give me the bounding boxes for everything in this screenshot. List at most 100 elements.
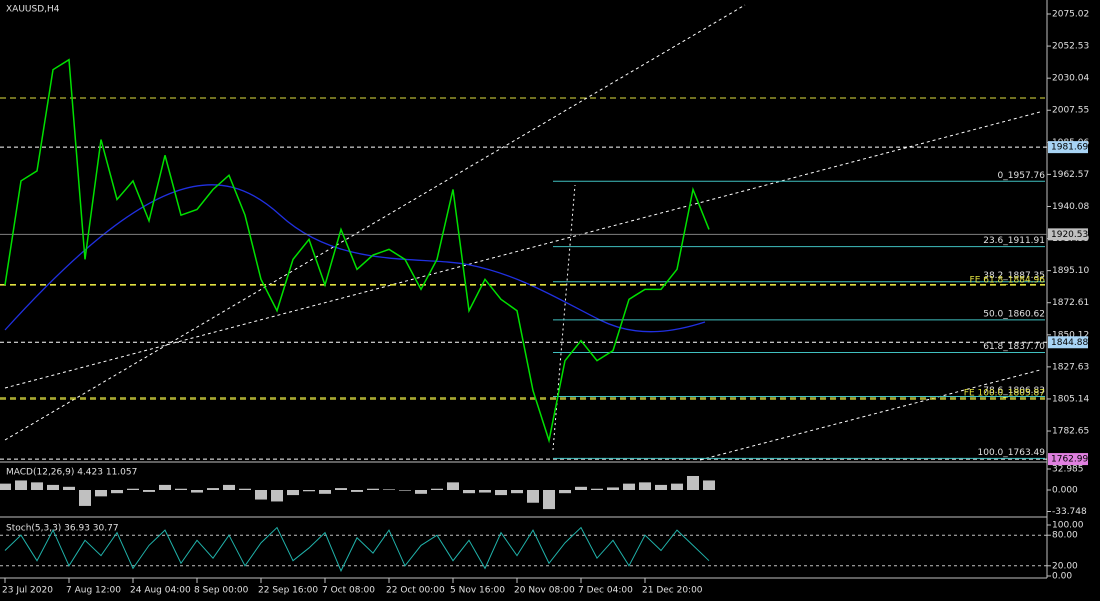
trend-line (4, 4, 746, 441)
fe-label: FE 61.8_1884.96 (970, 276, 1046, 286)
stoch-title: Stoch(5,3,3) 36.93 30.77 (6, 524, 119, 534)
y-tick-label: 1827.63 (1052, 362, 1089, 372)
x-tick-label: 8 Sep 00:00 (194, 586, 249, 596)
price-marker-label: 1844.88 (1051, 338, 1088, 348)
macd-bar (319, 490, 331, 494)
fib-label: 50.0_1860.62 (983, 309, 1045, 319)
macd-tick-label: 32.985 (1052, 464, 1084, 474)
fib-label: 61.8_1837.70 (983, 342, 1045, 352)
fib-label: 100.0_1763.49 (978, 448, 1046, 458)
stoch-tick-label: 80.00 (1052, 531, 1078, 541)
macd-bar (143, 490, 155, 492)
macd-bar (639, 482, 651, 490)
y-tick-label: 2052.53 (1052, 42, 1089, 52)
macd-bar (207, 488, 219, 490)
macd-bar (399, 490, 411, 491)
macd-bar (591, 488, 603, 490)
macd-bar (191, 490, 203, 493)
macd-title: MACD(12,26,9) 4.423 11.057 (6, 468, 137, 478)
y-tick-label: 2007.55 (1052, 106, 1089, 116)
macd-bar (447, 482, 459, 490)
x-tick-label: 21 Dec 20:00 (642, 586, 703, 596)
trend-line (4, 111, 1041, 389)
macd-bar (127, 488, 139, 490)
y-tick-label: 1782.65 (1052, 427, 1089, 437)
price-marker (1048, 228, 1088, 241)
macd-bar (0, 483, 11, 490)
macd-bar (223, 484, 235, 490)
macd-bar (527, 490, 539, 503)
x-tick-label: 7 Oct 08:00 (322, 586, 375, 596)
x-tick-label: 7 Aug 12:00 (66, 586, 121, 596)
macd-bar (31, 482, 43, 490)
x-tick-label: 22 Oct 00:00 (386, 586, 445, 596)
macd-bar (495, 490, 507, 496)
y-tick-label: 1940.08 (1052, 202, 1089, 212)
macd-tick-label: 0.000 (1052, 486, 1078, 496)
macd-bar (671, 483, 683, 490)
macd-tick-label: -33.748 (1052, 507, 1087, 517)
macd-bar (479, 490, 491, 493)
price-line-series (4, 58, 710, 444)
macd-bar (335, 488, 347, 490)
y-tick-label: 1895.10 (1052, 266, 1089, 276)
stoch-tick-label: 0.00 (1052, 572, 1072, 582)
price-marker (1048, 336, 1088, 349)
macd-bar (511, 490, 523, 494)
y-tick-label: 2030.04 (1052, 74, 1089, 84)
price-marker (1048, 141, 1088, 154)
macd-bar (463, 490, 475, 494)
chart-title: XAUUSD,H4 (6, 5, 60, 15)
macd-bar (623, 483, 635, 490)
fib-line (552, 184, 576, 451)
x-tick-label: 22 Sep 16:00 (258, 586, 318, 596)
macd-bar (575, 486, 587, 490)
macd-bar (111, 490, 123, 494)
macd-bar (287, 490, 299, 496)
macd-bar (271, 490, 283, 502)
fe-label: FE 100.0_1805.87 (964, 388, 1045, 398)
x-tick-label: 24 Aug 04:00 (130, 586, 191, 596)
x-tick-label: 5 Nov 16:00 (450, 586, 505, 596)
macd-bar (15, 480, 27, 490)
macd-bar (351, 490, 363, 492)
macd-bar (95, 490, 107, 497)
macd-bar (543, 490, 555, 510)
macd-bar (159, 484, 171, 490)
macd-bar (367, 488, 379, 490)
trend-line (699, 369, 1041, 461)
macd-bar (607, 487, 619, 490)
macd-bar (687, 475, 699, 490)
macd-bar (47, 484, 59, 490)
price-marker-label: 1920.53 (1051, 230, 1088, 240)
stoch-line (4, 526, 710, 573)
macd-bar (559, 490, 571, 494)
fib-label: 23.6_1911.91 (983, 236, 1045, 246)
price-marker-label: 1762.99 (1051, 455, 1088, 465)
macd-bar (239, 488, 251, 490)
macd-bar (383, 489, 395, 490)
x-tick-label: 23 Jul 2020 (2, 586, 53, 596)
fib-label: 38.2_1887.35 (983, 271, 1045, 281)
macd-bar (255, 490, 267, 500)
fib-label: 78.6_1806.83 (983, 386, 1045, 396)
fib-label: 0_1957.76 (998, 171, 1046, 181)
macd-bar (415, 490, 427, 494)
macd-bar (175, 488, 187, 490)
x-tick-label: 7 Dec 04:00 (578, 586, 633, 596)
y-tick-label: 2075.02 (1052, 10, 1089, 20)
price-marker-label: 1981.69 (1051, 143, 1088, 153)
macd-bar (303, 490, 315, 492)
macd-bar (431, 488, 443, 490)
stoch-tick-label: 20.00 (1052, 561, 1078, 571)
macd-bar (655, 484, 667, 490)
y-tick-label: 1962.57 (1052, 170, 1089, 180)
y-tick-label: 1850.12 (1052, 330, 1089, 340)
x-tick-label: 20 Nov 08:00 (514, 586, 575, 596)
macd-bar (703, 480, 715, 490)
y-tick-label: 1872.61 (1052, 298, 1089, 308)
y-tick-label: 1805.14 (1052, 394, 1089, 404)
